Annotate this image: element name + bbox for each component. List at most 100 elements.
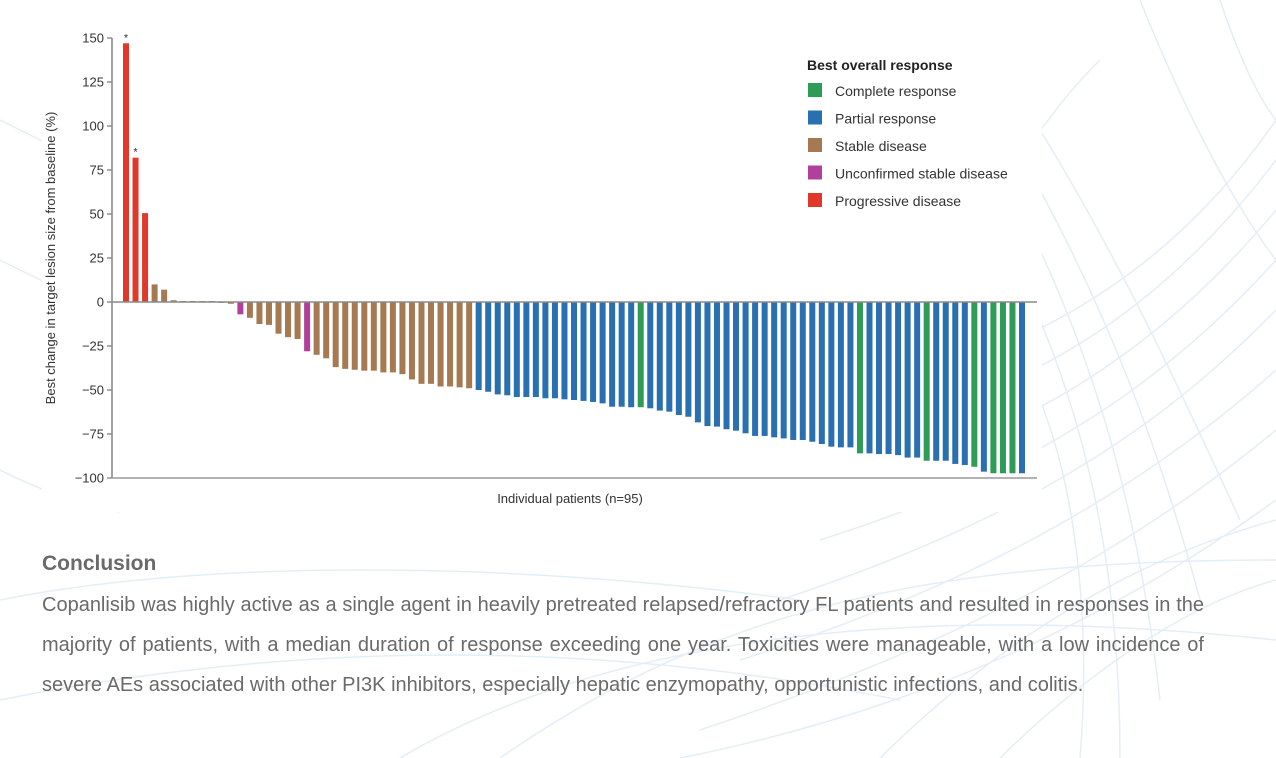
bar-patient-91 bbox=[980, 302, 987, 472]
bar-patient-33 bbox=[428, 302, 435, 384]
bar-patient-76 bbox=[837, 302, 844, 448]
conclusion-body: Copanlisib was highly active as a single… bbox=[42, 594, 1204, 696]
bar-patient-59 bbox=[675, 302, 682, 415]
bar-patient-15 bbox=[256, 302, 263, 324]
bar-patient-2 bbox=[132, 157, 139, 302]
bar-patient-71 bbox=[790, 302, 797, 440]
bar-patient-46 bbox=[551, 302, 558, 399]
bar-patient-23 bbox=[332, 302, 339, 368]
bar-patient-69 bbox=[771, 302, 778, 438]
bar-patient-32 bbox=[418, 302, 425, 384]
y-tick-label: 0 bbox=[97, 295, 104, 310]
y-tick-label: 125 bbox=[82, 75, 104, 90]
bar-patient-64 bbox=[723, 302, 730, 430]
bar-patient-83 bbox=[904, 302, 911, 458]
bar-patient-34 bbox=[437, 302, 444, 387]
bar-patient-31 bbox=[408, 302, 415, 380]
bar-patient-52 bbox=[609, 302, 616, 407]
bar-patient-74 bbox=[818, 302, 825, 445]
y-tick-label: −100 bbox=[75, 471, 104, 486]
annotations: ** bbox=[124, 32, 139, 158]
bar-patient-44 bbox=[532, 302, 539, 398]
bar-patient-25 bbox=[351, 302, 358, 370]
legend-title: Best overall response bbox=[807, 57, 953, 73]
bar-patient-85 bbox=[923, 302, 930, 461]
bar-patient-26 bbox=[361, 302, 368, 371]
bar-patient-50 bbox=[590, 302, 597, 402]
legend-label: Partial response bbox=[835, 111, 936, 127]
bar-patient-20 bbox=[304, 302, 311, 352]
legend-swatch-pd bbox=[808, 193, 822, 207]
bar-patient-54 bbox=[628, 302, 635, 408]
bars bbox=[123, 43, 1025, 474]
bar-patient-36 bbox=[456, 302, 463, 388]
bar-patient-92 bbox=[990, 302, 997, 474]
y-tick-label: 25 bbox=[90, 251, 104, 266]
y-axis-title: Best change in target lesion size from b… bbox=[43, 112, 58, 405]
bar-patient-56 bbox=[647, 302, 654, 409]
asterisk-annotation: * bbox=[133, 147, 138, 159]
bar-patient-88 bbox=[952, 302, 959, 464]
legend-swatch-pr bbox=[808, 110, 822, 125]
bar-patient-65 bbox=[733, 302, 740, 431]
bar-patient-58 bbox=[666, 302, 673, 412]
legend-label: Progressive disease bbox=[835, 193, 961, 209]
bar-patient-79 bbox=[866, 302, 873, 454]
bar-patient-3 bbox=[142, 213, 149, 302]
bar-patient-45 bbox=[542, 302, 549, 399]
bar-patient-37 bbox=[466, 302, 473, 389]
bar-patient-80 bbox=[876, 302, 883, 455]
asterisk-annotation: * bbox=[124, 32, 129, 44]
y-tick-label: −25 bbox=[82, 339, 104, 354]
bar-patient-18 bbox=[285, 302, 292, 338]
legend: Best overall response Complete response P… bbox=[807, 57, 1008, 209]
bar-patient-68 bbox=[761, 302, 768, 436]
legend-swatch-cr bbox=[808, 83, 822, 97]
bar-patient-62 bbox=[704, 302, 711, 427]
bar-patient-28 bbox=[380, 302, 387, 373]
bar-patient-42 bbox=[513, 302, 520, 398]
bar-patient-5 bbox=[161, 289, 168, 302]
legend-swatch-sd bbox=[808, 138, 822, 152]
bar-patient-93 bbox=[999, 302, 1006, 474]
bar-patient-82 bbox=[895, 302, 902, 456]
bar-patient-24 bbox=[342, 302, 349, 369]
bar-patient-40 bbox=[494, 302, 501, 395]
bar-patient-43 bbox=[523, 302, 530, 398]
legend-label: Stable disease bbox=[835, 138, 927, 154]
bar-patient-60 bbox=[685, 302, 692, 417]
bar-patient-75 bbox=[828, 302, 835, 447]
bar-patient-53 bbox=[618, 302, 625, 407]
bar-patient-77 bbox=[847, 302, 854, 448]
bar-patient-27 bbox=[370, 302, 377, 371]
bar-patient-72 bbox=[799, 302, 806, 440]
y-tick-label: 50 bbox=[90, 207, 104, 222]
legend-label: Complete response bbox=[835, 83, 957, 99]
bar-patient-95 bbox=[1019, 302, 1025, 474]
bar-patient-94 bbox=[1009, 302, 1016, 474]
bar-patient-87 bbox=[942, 302, 949, 461]
x-axis-title: Individual patients (n=95) bbox=[497, 491, 643, 506]
bar-patient-66 bbox=[742, 302, 749, 434]
bar-patient-16 bbox=[265, 302, 272, 325]
bar-patient-1 bbox=[123, 43, 129, 302]
y-tick-label: 75 bbox=[90, 163, 104, 178]
y-tick-label: 100 bbox=[82, 119, 104, 134]
bar-patient-55 bbox=[637, 302, 644, 408]
bar-patient-13 bbox=[237, 302, 244, 315]
bar-patient-17 bbox=[275, 302, 282, 334]
bar-patient-21 bbox=[313, 302, 320, 355]
y-tick-label: −50 bbox=[82, 383, 104, 398]
bar-patient-22 bbox=[323, 302, 330, 359]
bar-patient-81 bbox=[885, 302, 892, 455]
bar-patient-30 bbox=[399, 302, 406, 375]
bar-patient-19 bbox=[294, 302, 301, 339]
bar-patient-38 bbox=[475, 302, 482, 390]
bar-patient-4 bbox=[151, 284, 158, 302]
bar-patient-47 bbox=[561, 302, 568, 400]
bar-patient-78 bbox=[856, 302, 863, 454]
y-tick-label: −75 bbox=[82, 427, 104, 442]
bar-patient-51 bbox=[599, 302, 606, 404]
bar-patient-12 bbox=[227, 302, 234, 304]
